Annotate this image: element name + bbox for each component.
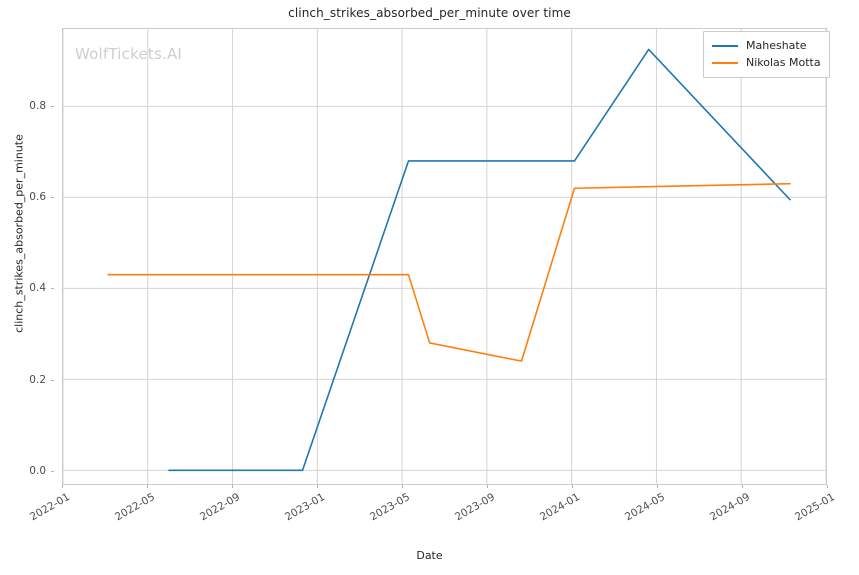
- x-tick-mark: [317, 485, 318, 488]
- x-tick-label: 2025-01: [793, 491, 837, 524]
- y-axis-label: clinch_strikes_absorbed_per_minute: [12, 134, 26, 333]
- x-tick-mark: [572, 485, 573, 488]
- x-tick-mark: [742, 485, 743, 488]
- x-tick-label: 2024-09: [708, 491, 752, 524]
- x-axis-label: Date: [416, 549, 443, 562]
- y-tick-mark: [51, 288, 54, 290]
- x-tick-mark: [487, 485, 488, 488]
- y-tick-mark: [51, 105, 54, 107]
- chart-title: clinch_strikes_absorbed_per_minute over …: [288, 6, 571, 20]
- legend-label: Maheshate: [746, 39, 807, 52]
- grid-lines: [63, 29, 826, 484]
- x-tick-label: 2022-05: [113, 491, 157, 524]
- legend-color-swatch: [712, 44, 738, 47]
- y-tick-label: 0.0: [29, 465, 46, 478]
- y-tick-mark: [51, 197, 54, 199]
- x-tick-label: 2024-01: [538, 491, 582, 524]
- x-tick-mark: [657, 485, 658, 488]
- x-tick-mark: [147, 485, 148, 488]
- x-tick-label: 2023-09: [453, 491, 497, 524]
- y-tick-label: 0.4: [29, 282, 46, 295]
- chart-legend: Maheshate Nikolas Motta: [703, 31, 830, 78]
- y-tick-label: 0.2: [29, 373, 46, 386]
- watermark-text: WolfTickets.AI: [75, 45, 183, 63]
- watermark-layer: WolfTickets.AI: [63, 29, 826, 484]
- legend-item[interactable]: Nikolas Motta: [712, 54, 821, 71]
- y-tick-label: 0.6: [29, 191, 46, 204]
- x-tick-label: 2022-09: [198, 491, 242, 524]
- x-tick-mark: [402, 485, 403, 488]
- plot-area: WolfTickets.AI: [62, 28, 827, 485]
- y-tick-mark: [51, 379, 54, 381]
- x-tick-label: 2023-01: [283, 491, 327, 524]
- y-tick-mark: [51, 471, 54, 473]
- legend-item[interactable]: Maheshate: [712, 37, 821, 54]
- legend-color-swatch: [712, 61, 738, 64]
- y-axis-tick-labels: 0.0 0.2 0.4 0.6 0.8: [0, 28, 54, 485]
- y-tick-label: 0.8: [29, 99, 46, 112]
- legend-label: Nikolas Motta: [746, 56, 821, 69]
- x-tick-mark: [827, 485, 828, 488]
- x-tick-label: 2023-05: [368, 491, 412, 524]
- x-tick-label: 2024-05: [623, 491, 667, 524]
- x-axis-tick-labels: 2022-01 2022-05 2022-09 2023-01 2023-05 2023-…: [28, 485, 837, 545]
- series-lines: [107, 48, 791, 472]
- x-tick-mark: [62, 485, 63, 488]
- x-tick-mark: [232, 485, 233, 488]
